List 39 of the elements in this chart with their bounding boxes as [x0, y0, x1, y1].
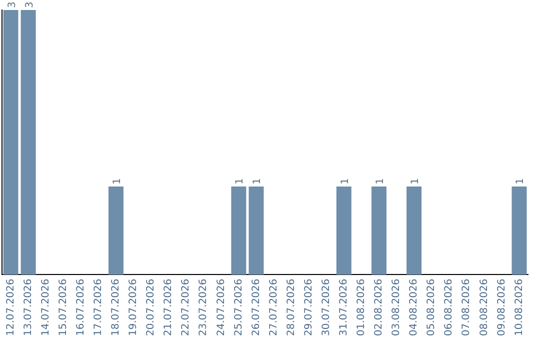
- x-tick-label: 02.08.2026: [374, 278, 385, 336]
- x-tick-label: 07.08.2026: [461, 278, 472, 336]
- x-tick-label: 18.07.2026: [110, 278, 122, 336]
- x-tick-label: 27.07.2026: [268, 278, 280, 336]
- x-tick-label: 05.08.2026: [426, 278, 438, 336]
- x-tick-label: 24.07.2026: [216, 278, 227, 336]
- x-tick-label: 08.08.2026: [478, 278, 490, 336]
- data-label: 1: [515, 178, 526, 184]
- data-label: 1: [374, 178, 386, 184]
- x-tick-label: 04.08.2026: [408, 278, 420, 336]
- x-tick-label: 23.07.2026: [198, 278, 210, 336]
- x-tick-label: 16.07.2026: [75, 278, 86, 336]
- x-tick-label: 29.07.2026: [303, 278, 314, 336]
- x-tick-label: 30.07.2026: [320, 278, 332, 336]
- x-tick-label: 31.07.2026: [338, 278, 350, 336]
- x-tick-label: 22.07.2026: [180, 278, 192, 336]
- x-tick-label: 15.07.2026: [58, 278, 69, 336]
- x-tick-label: 25.07.2026: [233, 278, 244, 336]
- data-label: 3: [24, 2, 36, 8]
- x-tick-label: 26.07.2026: [250, 278, 262, 336]
- x-tick-label: 20.07.2026: [146, 278, 157, 336]
- x-tick-label: 28.07.2026: [286, 278, 297, 336]
- data-label: 1: [340, 178, 351, 184]
- x-tick-label: 12.07.2026: [5, 278, 16, 336]
- x-tick-label: 19.07.2026: [128, 278, 140, 336]
- x-tick-label: 06.08.2026: [444, 278, 455, 336]
- data-label: 1: [234, 178, 246, 184]
- x-tick-label: 01.08.2026: [356, 278, 368, 336]
- x-tick-label: 10.08.2026: [514, 278, 525, 336]
- x-tick-label: 17.07.2026: [93, 278, 104, 336]
- x-tick-label: 14.07.2026: [40, 278, 52, 336]
- x-tick-label: 09.08.2026: [496, 278, 508, 336]
- data-label: 3: [6, 2, 18, 8]
- x-tick-label: 21.07.2026: [163, 278, 174, 336]
- x-tick-label: 03.08.2026: [391, 278, 402, 336]
- data-label: 1: [112, 178, 123, 184]
- x-tick-label: 13.07.2026: [22, 278, 34, 336]
- data-label: 1: [252, 178, 264, 184]
- data-label: 1: [410, 178, 422, 184]
